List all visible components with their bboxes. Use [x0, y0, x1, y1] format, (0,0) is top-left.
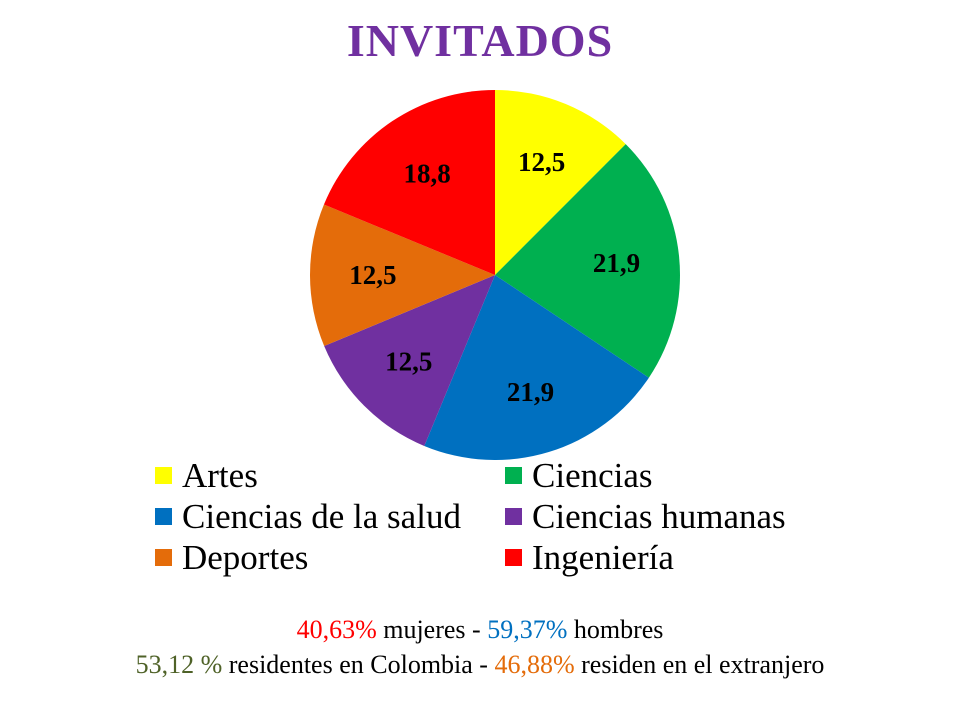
men-percentage: 59,37% — [487, 615, 568, 644]
legend-swatch — [155, 467, 172, 484]
legend-label: Ciencias humanas — [532, 497, 786, 536]
legend-item-ciencias: Ciencias — [505, 455, 825, 496]
pie-data-label: 21,9 — [507, 377, 554, 407]
legend-label: Ciencias de la salud — [182, 497, 461, 536]
legend-item-ingenieria: Ingeniería — [505, 537, 825, 578]
residence-stats: 53,12 % residentes en Colombia - 46,88% … — [0, 650, 960, 680]
abroad-percentage: 46,88% — [494, 650, 575, 679]
pie-data-label: 12,5 — [385, 346, 432, 376]
pie-slice-deportes — [310, 204, 495, 346]
pie-slice-ciencias-de-la-salud — [424, 275, 649, 460]
chart-legend: Artes Ciencias Ciencias de la salud Cien… — [155, 455, 825, 578]
legend-swatch — [505, 467, 522, 484]
pie-data-label: 12,5 — [518, 147, 565, 177]
legend-swatch — [505, 508, 522, 525]
legend-label: Ingeniería — [532, 538, 674, 577]
pie-slice-artes — [495, 90, 626, 275]
colombia-text: residentes en Colombia - — [222, 650, 495, 679]
legend-label: Artes — [182, 456, 258, 495]
chart-title: INVITADOS — [346, 15, 614, 66]
pie-slice-ingenier-a — [323, 90, 495, 275]
legend-label: Ciencias — [532, 456, 653, 495]
legend-item-ciencias-humanas: Ciencias humanas — [505, 496, 825, 537]
pie-slice-ciencias — [495, 144, 680, 378]
pie-slice-ciencias-humanas — [324, 275, 495, 446]
legend-item-ciencias-de-la-salud: Ciencias de la salud — [155, 496, 505, 537]
legend-swatch — [155, 508, 172, 525]
pie-data-label: 21,9 — [593, 248, 640, 278]
men-text: hombres — [567, 615, 664, 644]
legend-swatch — [155, 549, 172, 566]
abroad-text: residen en el extranjero — [574, 650, 825, 679]
pie-data-label: 12,5 — [349, 260, 396, 290]
legend-label: Deportes — [182, 538, 309, 577]
colombia-percentage: 53,12 % — [135, 650, 223, 679]
gender-stats: 40,63% mujeres - 59,37% hombres — [0, 615, 960, 645]
women-percentage: 40,63% — [296, 615, 377, 644]
pie-data-label: 18,8 — [403, 159, 450, 189]
women-text: mujeres - — [376, 615, 488, 644]
legend-item-deportes: Deportes — [155, 537, 505, 578]
pie-chart: 12,5 21,9 21,9 12,5 12,5 18,8 — [310, 90, 680, 460]
legend-item-artes: Artes — [155, 455, 505, 496]
legend-swatch — [505, 549, 522, 566]
